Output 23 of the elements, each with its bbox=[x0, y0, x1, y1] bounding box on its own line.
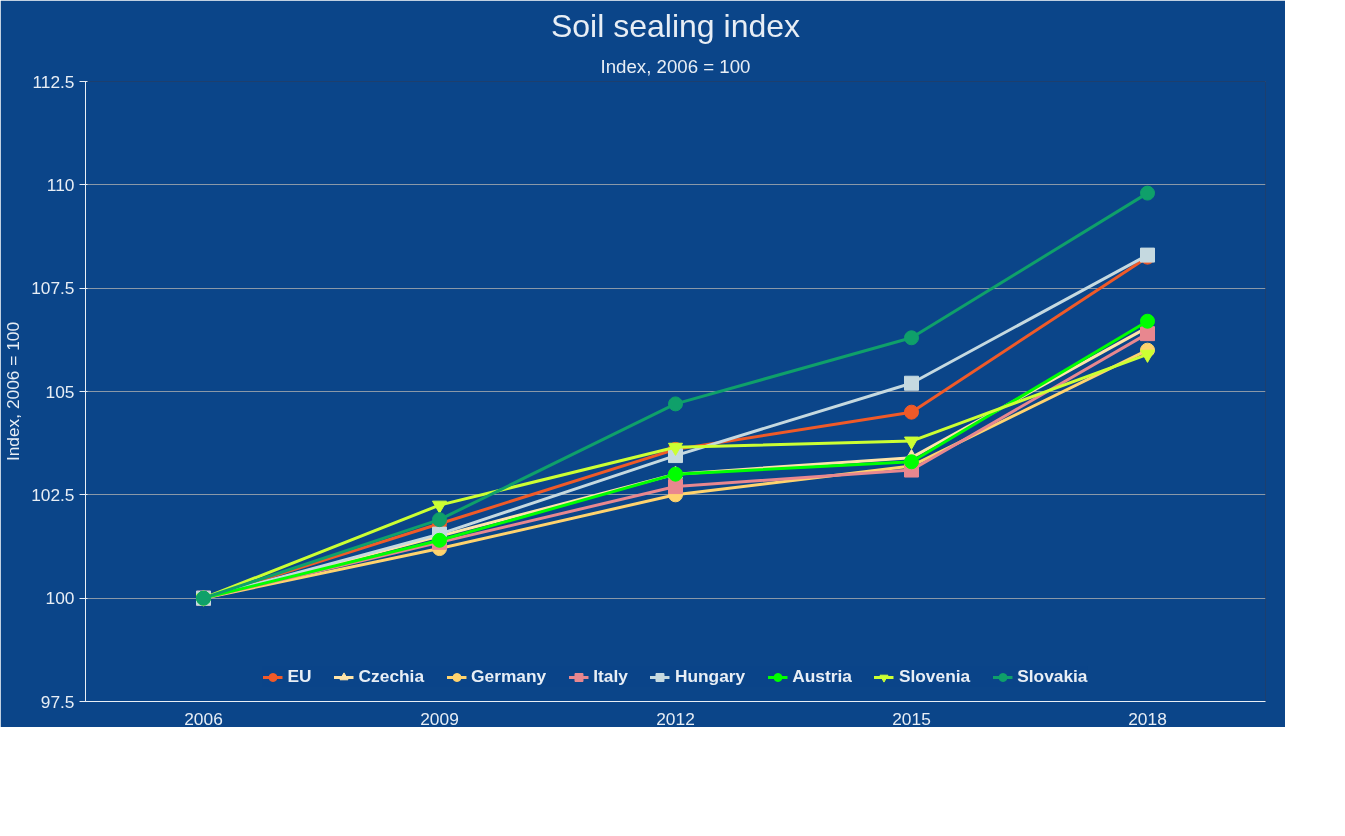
x-tick-label: 2015 bbox=[892, 708, 931, 729]
x-tick-label: 2006 bbox=[184, 708, 223, 729]
chart-subtitle: Index, 2006 = 100 bbox=[600, 55, 751, 77]
x-tick-label: 2012 bbox=[656, 708, 695, 729]
y-tick-label: 112.5 bbox=[32, 71, 75, 92]
y-tick-label: 97.5 bbox=[40, 691, 75, 712]
chart-title: Soil sealing index bbox=[550, 7, 801, 44]
legend-label: Czechia bbox=[358, 666, 425, 687]
legend-label: Italy bbox=[593, 666, 628, 687]
y-tick-label: 105 bbox=[45, 381, 75, 402]
legend-label: Austria bbox=[792, 666, 852, 687]
y-tick-label: 102.5 bbox=[31, 484, 75, 505]
legend-label: Slovakia bbox=[1017, 666, 1088, 687]
legend-label: EU bbox=[287, 666, 312, 687]
legend-label: Slovenia bbox=[898, 666, 971, 687]
legend-label: Germany bbox=[471, 666, 547, 687]
y-tick-label: 100 bbox=[45, 588, 75, 609]
y-axis-title: Index, 2006 = 100 bbox=[3, 321, 24, 462]
legend-label: Hungary bbox=[674, 666, 746, 687]
y-tick-label: 107.5 bbox=[31, 278, 75, 299]
y-tick-label: 110 bbox=[46, 174, 75, 195]
x-tick-label: 2018 bbox=[1128, 708, 1167, 729]
x-tick-label: 2009 bbox=[420, 708, 459, 729]
